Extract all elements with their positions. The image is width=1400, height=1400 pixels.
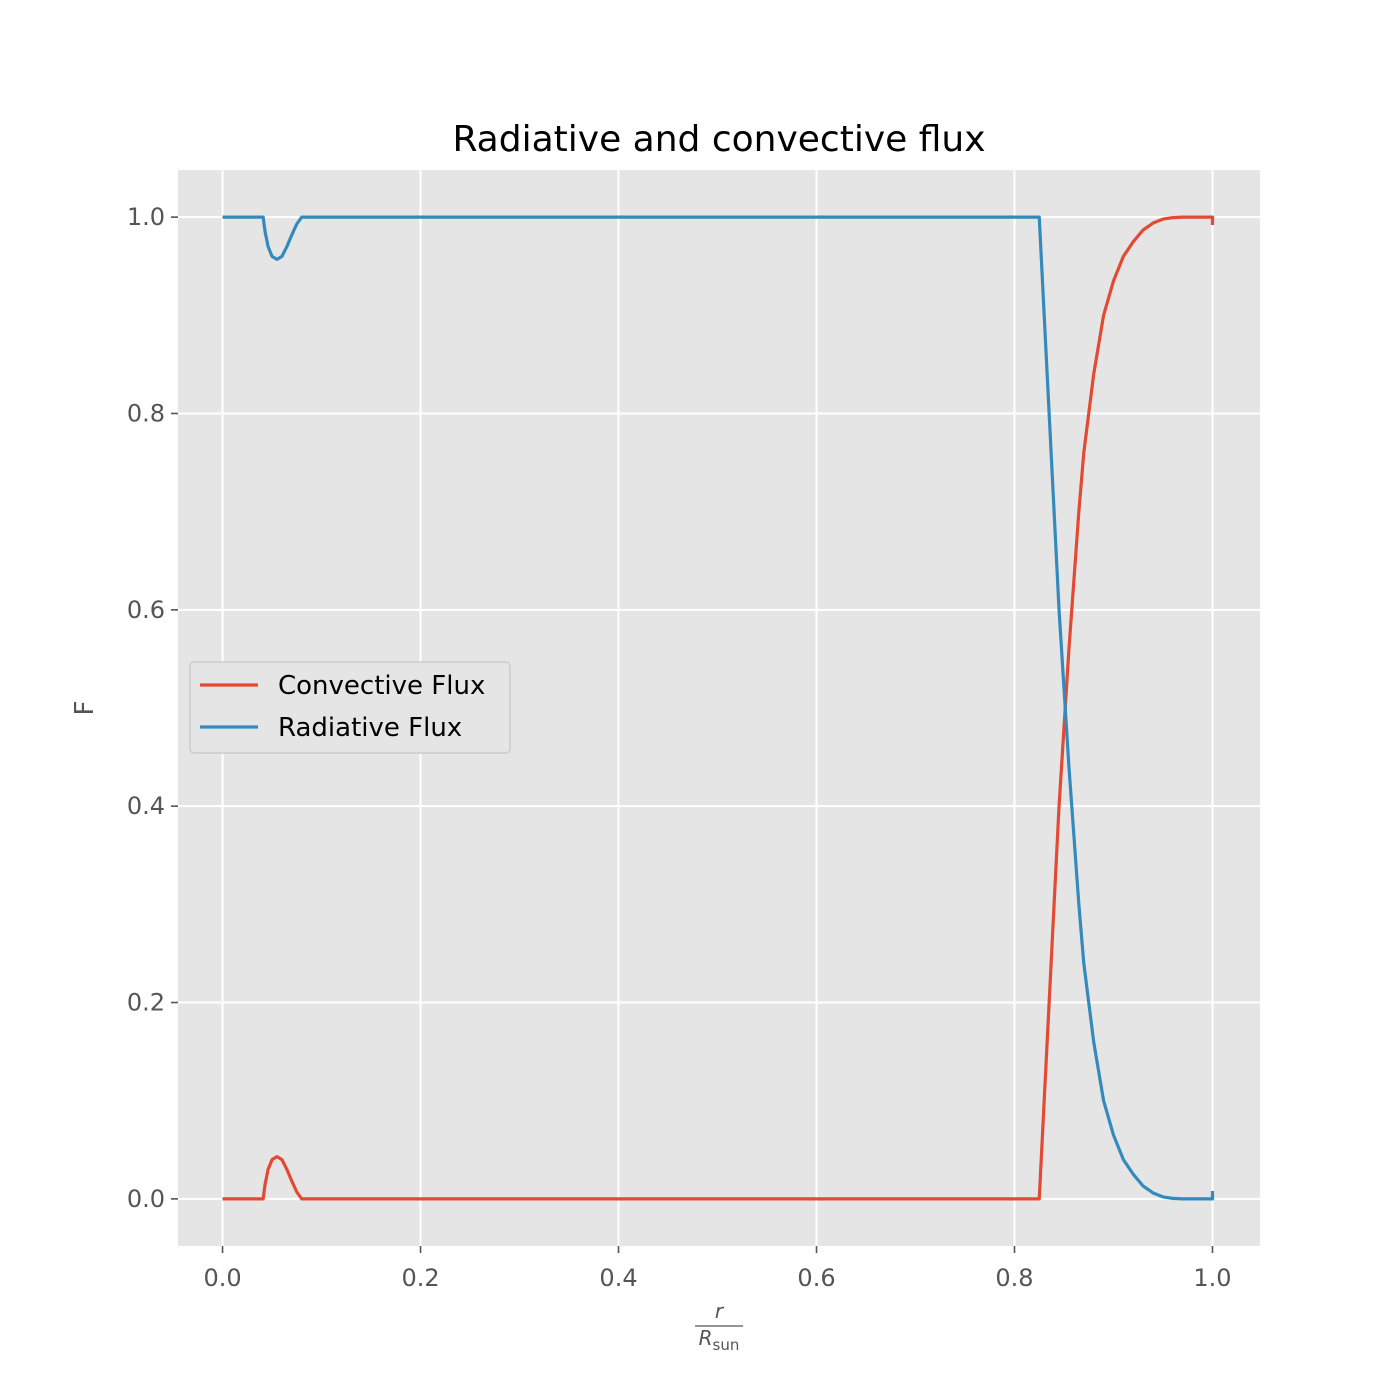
y-tick-label: 0.6 bbox=[127, 596, 165, 624]
x-tick-label: 0.4 bbox=[599, 1264, 637, 1292]
x-axis-label-denominator: Rsun bbox=[699, 1326, 740, 1354]
x-tick-label: 0.2 bbox=[401, 1264, 439, 1292]
radiative-flux-line bbox=[222, 215, 1215, 1201]
y-tick-label: 1.0 bbox=[127, 203, 165, 231]
chart-title: Radiative and convective flux bbox=[452, 119, 985, 160]
x-axis-label-numerator: r bbox=[715, 1299, 725, 1323]
x-axis-label-denominator-main: R bbox=[699, 1326, 713, 1350]
x-tick-label: 0.0 bbox=[203, 1264, 241, 1292]
x-axis-label-denominator-sub: sun bbox=[713, 1336, 740, 1354]
series-lines bbox=[222, 215, 1215, 1201]
y-tick-label: 0.8 bbox=[127, 399, 165, 427]
y-tick-label: 0.2 bbox=[127, 989, 165, 1017]
legend: Convective Flux Radiative Flux bbox=[189, 661, 511, 754]
legend-entry-label: Convective Flux bbox=[278, 671, 485, 701]
y-tick-label: 0.0 bbox=[127, 1185, 165, 1213]
x-tick-label: 0.6 bbox=[797, 1264, 835, 1292]
y-axis-label: F bbox=[70, 701, 100, 716]
x-tick-label: 1.0 bbox=[1193, 1264, 1231, 1292]
x-axis-label: r Rsun bbox=[695, 1299, 743, 1354]
legend-box bbox=[189, 661, 511, 754]
legend-entry-label: Radiative Flux bbox=[278, 713, 462, 743]
axis-ticks: 0.0 0.2 0.4 0.6 0.8 1.0 0.0 0.2 0.4 0.6 0.8 1.0 bbox=[127, 203, 1232, 1292]
convective-flux-line bbox=[222, 215, 1215, 1201]
x-tick-label: 0.8 bbox=[995, 1264, 1033, 1292]
y-tick-label: 0.4 bbox=[127, 792, 165, 820]
